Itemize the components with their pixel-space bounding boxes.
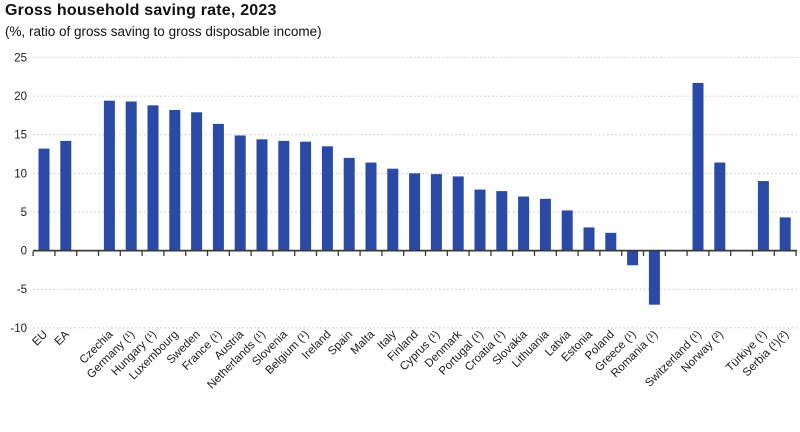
bar: [38, 148, 50, 251]
y-tick-label: 15: [14, 130, 27, 142]
bar: [365, 162, 377, 251]
bar: [605, 232, 617, 251]
y-tick-label: -10: [10, 323, 27, 335]
x-category-label: EA: [53, 328, 73, 348]
bar: [714, 162, 726, 251]
bar: [539, 198, 551, 251]
bar: [343, 157, 355, 251]
y-tick-label: 10: [14, 168, 27, 180]
y-tick-label: 0: [21, 246, 27, 258]
y-tick-label: -5: [17, 284, 27, 296]
bar: [125, 101, 137, 251]
bar: [278, 140, 290, 251]
bar: [387, 168, 399, 251]
bar: [648, 250, 660, 305]
chart-subtitle: (%, ratio of gross saving to gross dispo…: [5, 24, 322, 39]
bar: [191, 112, 203, 251]
bar: [169, 109, 181, 251]
x-category-label: Malta: [349, 328, 378, 357]
bar: [518, 196, 530, 251]
bar: [452, 176, 464, 251]
bar: [627, 250, 639, 266]
bar: [409, 173, 421, 251]
y-tick-label: 25: [14, 52, 27, 64]
bar: [60, 140, 72, 251]
bar: [147, 105, 159, 251]
bar: [103, 100, 115, 251]
bar: [212, 123, 224, 251]
bar: [321, 146, 333, 251]
bar: [583, 227, 595, 251]
chart-title: Gross household saving rate, 2023: [5, 2, 277, 19]
x-category-label: EU: [30, 329, 50, 349]
bar: [430, 174, 442, 251]
bar: [779, 217, 791, 251]
bar: [561, 210, 573, 251]
bar: [474, 189, 486, 251]
bar: [692, 82, 704, 251]
bar: [496, 191, 508, 251]
y-tick-label: 20: [14, 91, 27, 103]
bar: [757, 181, 769, 251]
y-tick-label: 5: [21, 207, 27, 219]
bar: [234, 135, 246, 251]
bar: [256, 139, 268, 251]
bar: [300, 141, 312, 251]
x-category-label: Spain: [326, 329, 355, 358]
